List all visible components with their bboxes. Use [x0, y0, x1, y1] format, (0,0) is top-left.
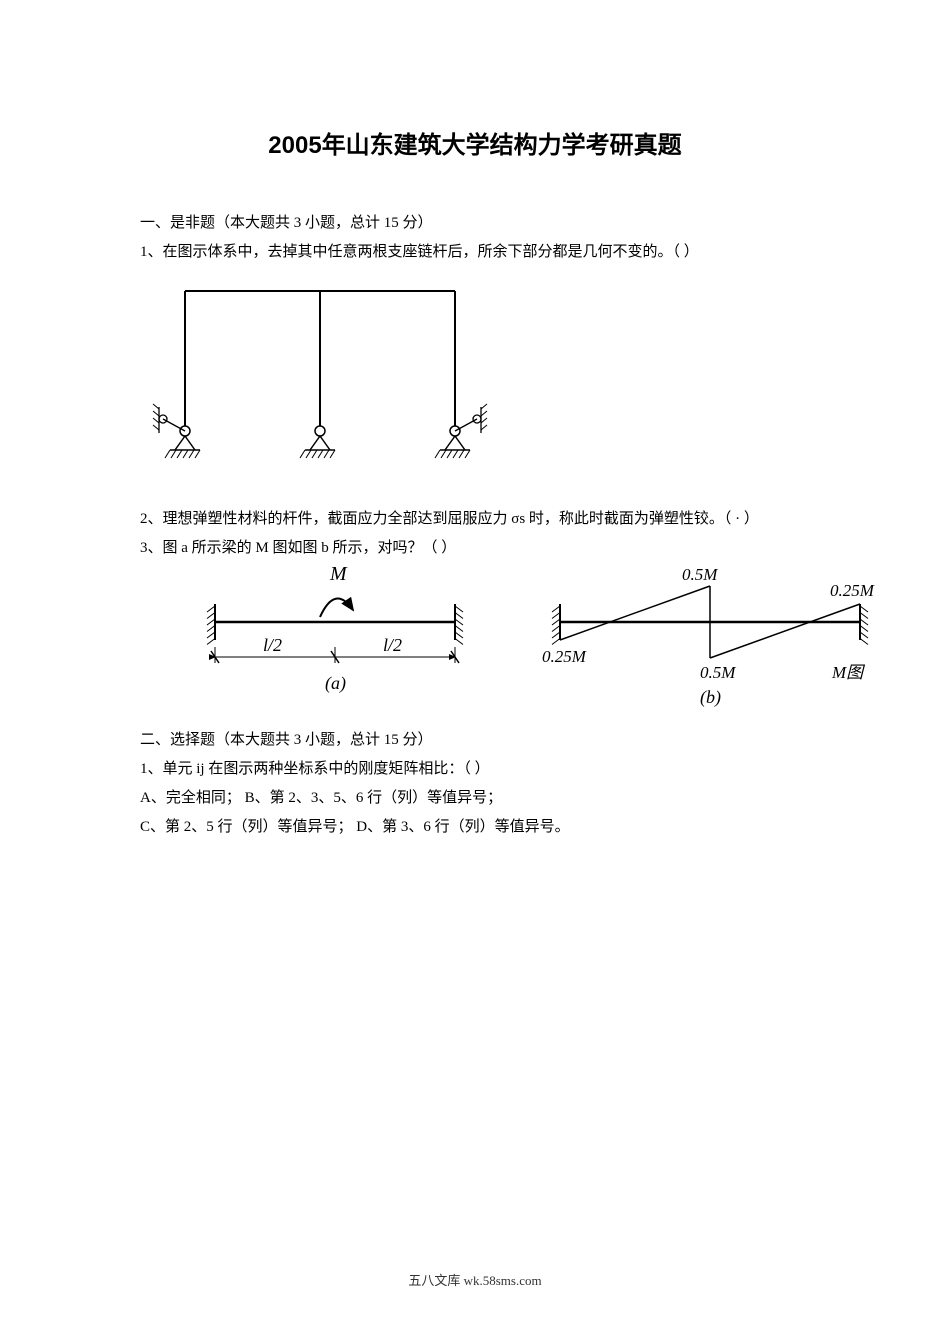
- svg-text:l/2: l/2: [383, 635, 402, 655]
- page-content: 2005年山东建筑大学结构力学考研真题 一、是非题（本大题共 3 小题，总计 1…: [0, 0, 950, 841]
- svg-text:l/2: l/2: [263, 635, 282, 655]
- svg-text:(a): (a): [325, 673, 346, 694]
- page-footer: 五八文库 wk.58sms.com: [0, 1270, 950, 1289]
- svg-text:0.5M: 0.5M: [682, 567, 718, 584]
- figure-q1-container: [150, 281, 810, 481]
- section1-q3: 3、图 a 所示梁的 M 图如图 b 所示，对吗？（ ）: [140, 535, 810, 562]
- section1-header: 一、是非题（本大题共 3 小题，总计 15 分）: [140, 210, 810, 237]
- svg-text:M图: M图: [831, 663, 865, 682]
- section2-header: 二、选择题（本大题共 3 小题，总计 15 分）: [140, 727, 810, 754]
- section1-q2: 2、理想弹塑性材料的杆件，截面应力全部达到屈服应力 σs 时，称此时截面为弹塑性…: [140, 506, 810, 533]
- figure-q1-svg: [150, 281, 490, 476]
- figure-q3-container: Ml/2l/2(a)0.25M0.5M0.5M0.25MM图(b): [180, 567, 810, 717]
- svg-text:0.5M: 0.5M: [700, 663, 736, 682]
- section1-q1: 1、在图示体系中，去掉其中任意两根支座链杆后，所余下部分都是几何不变的。（ ）: [140, 239, 810, 266]
- section2-q1: 1、单元 ij 在图示两种坐标系中的刚度矩阵相比：（ ）: [140, 756, 810, 783]
- figure-q3-svg: Ml/2 l/2 (a) 0.25M 0.5M 0.5M 0.25M M图 (b): [180, 567, 880, 712]
- page-title: 2005年山东建筑大学结构力学考研真题: [140, 125, 810, 160]
- svg-text:0.25M: 0.25M: [830, 581, 875, 600]
- svg-text:M: M: [329, 567, 348, 585]
- svg-text:0.25M: 0.25M: [542, 647, 587, 666]
- svg-text:(b): (b): [700, 687, 721, 708]
- section2-q1-optC: C、第 2、5 行（列）等值异号； D、第 3、6 行（列）等值异号。: [140, 814, 810, 841]
- section2-q1-optA: A、完全相同； B、第 2、3、5、6 行（列）等值异号；: [140, 785, 810, 812]
